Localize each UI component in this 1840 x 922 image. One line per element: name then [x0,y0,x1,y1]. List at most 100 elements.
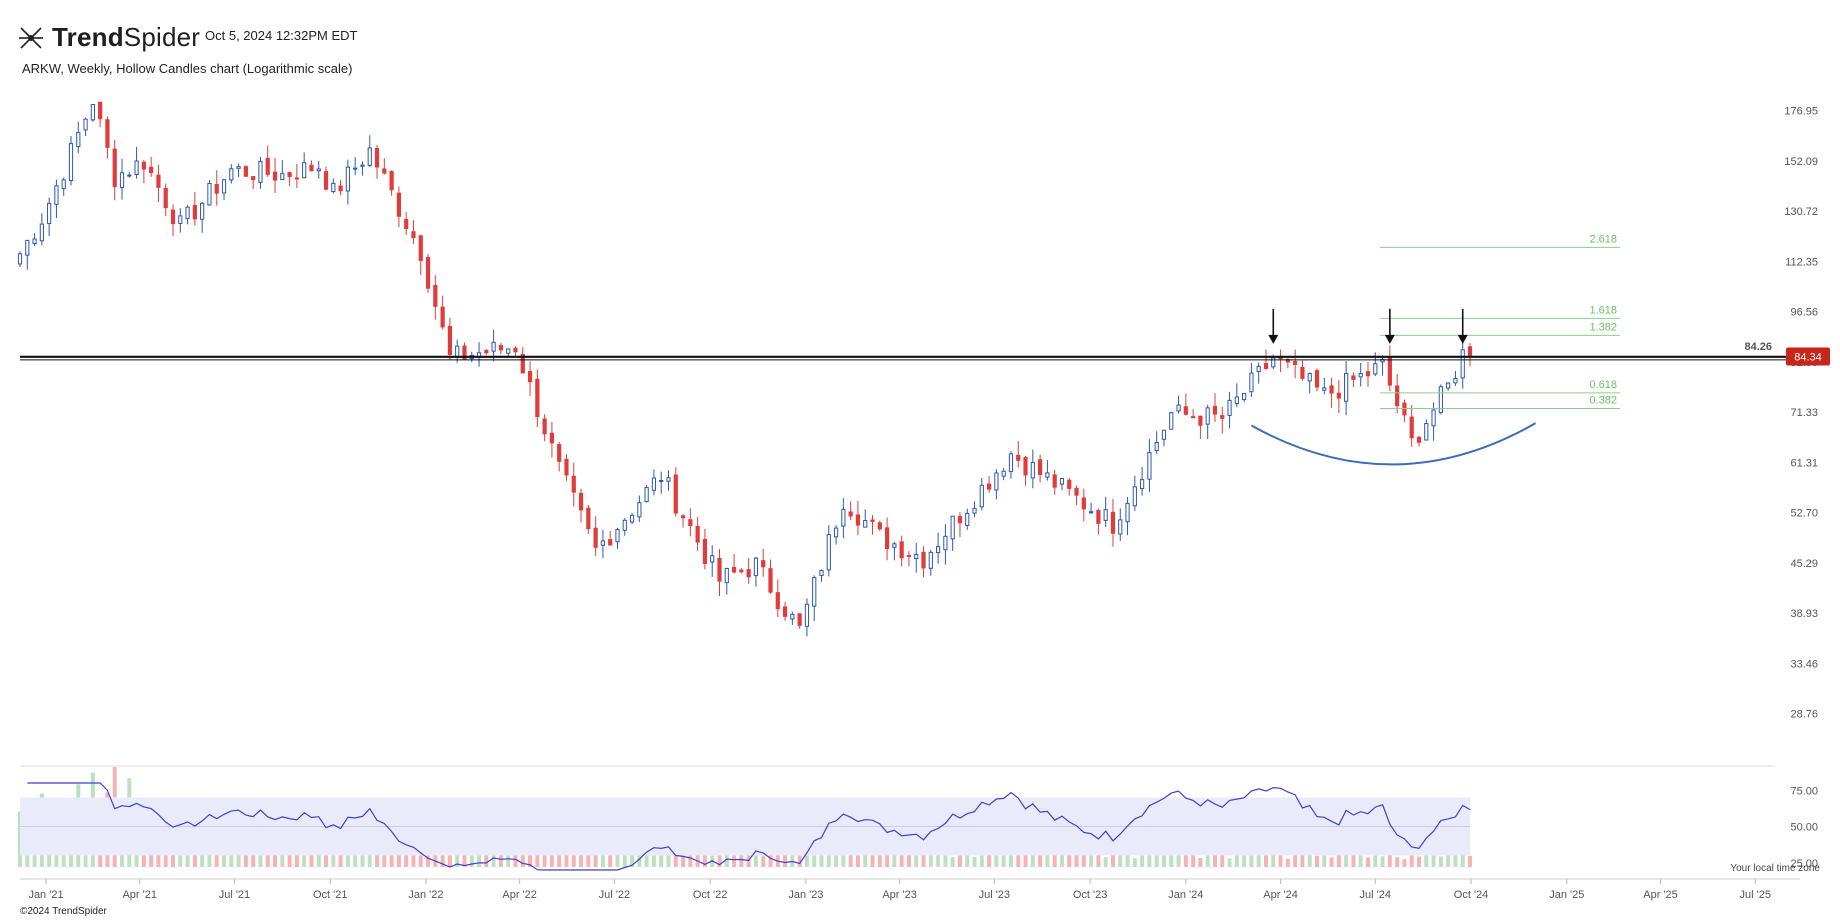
candle-body [593,527,598,548]
down-arrow-icon [1457,334,1468,344]
candle-body [1256,365,1261,372]
volume-bar [987,853,992,867]
y-tick-label: 96.56 [1790,307,1818,319]
volume-bar [906,847,911,867]
brand-logo: TrendSpider [18,22,200,53]
candle-body [615,529,620,543]
volume-bar [994,855,999,867]
volume-bar [790,850,795,867]
candle-body [586,507,591,530]
candle-body [280,172,285,181]
volume-bar [1402,859,1407,867]
y-tick-label: 130.72 [1784,206,1818,218]
volume-bar [1220,851,1225,867]
volume-bar [491,852,496,867]
candle-body [1453,377,1458,384]
rsi-tick-label: 75.00 [1790,785,1818,797]
brand-bold: Trend [52,22,124,52]
candle-body [812,577,817,607]
candle-body [724,567,729,584]
volume-bar [1300,849,1305,867]
candle-body [906,555,912,558]
rsi-line [27,782,1471,871]
brand-light: Spider [123,22,201,52]
volume-bar [783,853,788,867]
volume-bar [1234,846,1239,867]
down-arrow-icon [1268,334,1279,344]
candle-body [440,306,445,328]
volume-bar [928,849,933,867]
volume-bar [1322,846,1327,867]
volume-bar [593,847,598,867]
candle-body [1431,409,1436,427]
candle-body [899,541,904,559]
volume-bar [622,848,627,867]
candle-body [1125,502,1130,523]
y-tick-label: 52.70 [1790,508,1818,520]
candle-body [1154,441,1159,451]
candle-body [1205,407,1210,425]
candle-body [644,487,649,502]
candle-body [411,231,416,239]
chart-subtitle: ARKW, Weekly, Hollow Candles chart (Loga… [22,61,353,76]
candle-body [731,566,737,573]
candle-body [229,168,234,181]
candle-body [659,480,664,483]
candle-body [338,185,343,192]
candle-body [797,613,802,626]
volume-bar [1096,849,1101,867]
candle-body [61,179,66,190]
volume-bar [1249,844,1254,867]
volume-bar [630,850,635,867]
candle-body [578,492,584,511]
volume-bar [1329,857,1334,867]
candle-body [535,378,540,418]
volume-bar [251,844,256,867]
candle-body [258,160,263,183]
volume-bar [1183,854,1188,867]
last-price-badge [1786,347,1830,366]
candle-body [1220,415,1225,419]
candle-body [1395,385,1400,407]
volume-bar [1125,848,1130,867]
candle-body [557,444,562,462]
candle-body [1373,363,1378,375]
candle-body [549,432,555,444]
candle-body [1067,479,1072,489]
volume-bar [1132,858,1137,867]
volume-bar [1380,856,1385,867]
candle-body [170,209,176,225]
candle-body [935,546,941,554]
candle-body [892,543,897,548]
volume-bar [1293,846,1298,867]
candle-body [841,508,846,527]
y-tick-label: 45.29 [1790,558,1818,570]
y-tick-label: 28.76 [1790,709,1818,721]
candle-body [1045,472,1050,478]
candle-body [775,592,780,610]
candle-body [790,613,795,620]
volume-bar [484,852,489,867]
volume-bar [571,854,576,867]
candle-body [214,184,219,194]
x-tick-label: Jul '22 [599,889,630,901]
y-tick-label: 176.95 [1784,106,1818,118]
candle-body [1322,387,1327,391]
candle-body [1358,372,1363,378]
candle-body [1001,470,1006,477]
candle-body [1227,399,1232,416]
candle-body [163,187,168,209]
candle-body [1016,454,1021,461]
volume-bar [965,846,970,867]
x-tick-label: Jul '23 [979,889,1010,901]
candle-body [1329,385,1334,394]
candle-body [782,606,788,617]
x-tick-label: Oct '24 [1454,889,1489,901]
candle-body [1074,487,1079,496]
volume-bar [455,849,460,867]
candle-body [112,148,117,188]
volume-bar [1409,848,1414,867]
candle-body [804,603,810,627]
candle-body [629,514,635,523]
